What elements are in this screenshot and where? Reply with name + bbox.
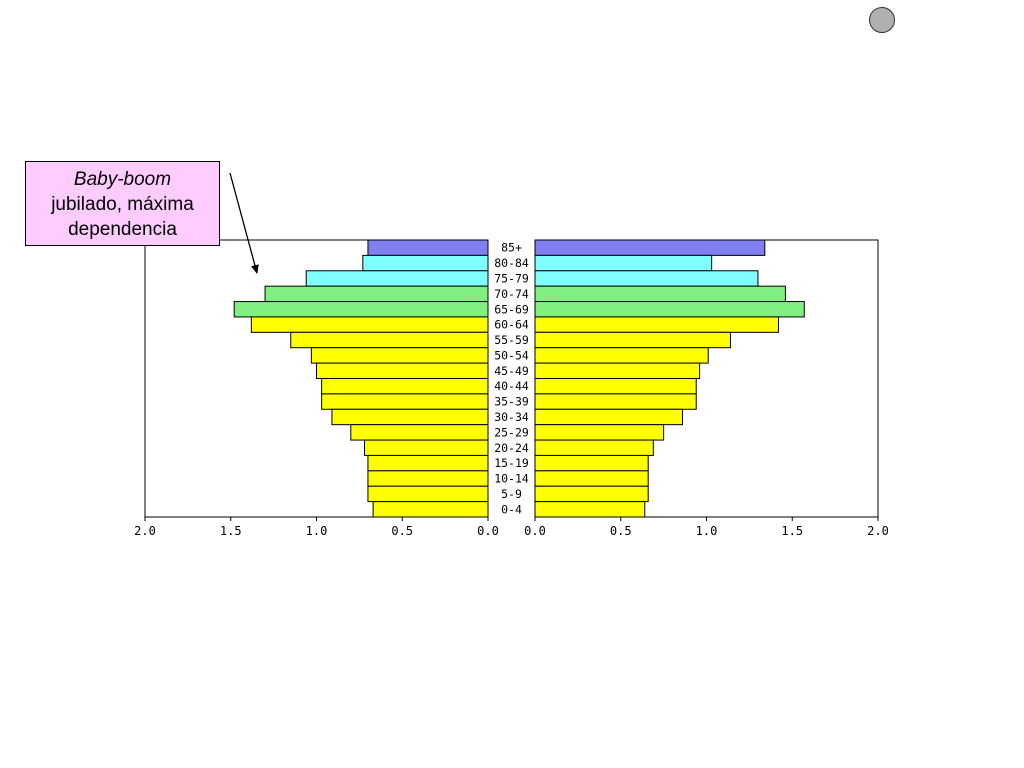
bar-left-55-59	[290, 331, 489, 349]
bar-right-5-9	[534, 485, 649, 503]
left-tick-label: 0.5	[391, 524, 413, 538]
right-tick-label: 0.0	[524, 524, 546, 538]
bar-right-70-74	[534, 285, 786, 303]
left-tick-label: 1.5	[220, 524, 242, 538]
age-label-25-29: 25-29	[494, 425, 529, 439]
age-label-55-59: 55-59	[494, 333, 529, 347]
bar-right-20-24	[534, 439, 654, 456]
age-label-60-64: 60-64	[494, 318, 529, 332]
callout-annotation: Baby-boom jubilado, máxima dependencia	[25, 161, 220, 246]
bar-left-5-9	[367, 485, 489, 503]
bar-left-10-14	[367, 470, 489, 487]
bar-left-40-44	[321, 378, 489, 395]
age-label-10-14: 10-14	[494, 472, 529, 486]
bar-right-50-54	[534, 347, 709, 364]
right-tick-label: 1.0	[696, 524, 718, 538]
left-tick-label: 0.0	[477, 524, 499, 538]
left-panel: 2.0 1.5 1.0 0.5 0.0	[134, 239, 499, 538]
bar-left-20-24	[364, 439, 489, 456]
bar-left-35-39	[321, 393, 489, 410]
age-label-0-4: 0-4	[501, 502, 522, 516]
bar-right-65-69	[534, 301, 805, 318]
bar-right-15-19	[534, 454, 649, 472]
left-tick-label: 2.0	[134, 524, 156, 538]
bar-right-45-49	[534, 362, 701, 379]
bar-right-30-34	[534, 408, 683, 426]
bar-left-75-79	[305, 270, 489, 287]
age-label-85+: 85+	[501, 241, 522, 255]
right-tick-label: 0.5	[610, 524, 632, 538]
bar-left-80-84	[362, 254, 489, 272]
right-tick-label: 2.0	[867, 524, 889, 538]
age-label-65-69: 65-69	[494, 302, 529, 316]
bar-right-40-44	[534, 378, 697, 395]
bar-right-35-39	[534, 393, 697, 410]
right-tick-label: 1.5	[781, 524, 803, 538]
bar-left-15-19	[367, 454, 489, 472]
bar-left-85+	[367, 239, 489, 256]
age-label-75-79: 75-79	[494, 271, 529, 285]
age-label-30-34: 30-34	[494, 410, 529, 424]
right-panel: 0.0 0.5 1.0 1.5 2.0	[524, 239, 889, 538]
bar-right-25-29	[534, 424, 665, 441]
left-tick-label: 1.0	[306, 524, 328, 538]
callout-line-2: jubilado, máxima	[51, 194, 194, 215]
bar-left-30-34	[331, 408, 489, 426]
age-label-45-49: 45-49	[494, 364, 529, 378]
bar-left-65-69	[233, 301, 489, 318]
age-label-70-74: 70-74	[494, 287, 529, 301]
callout-line-1: Baby-boom	[73, 169, 172, 190]
age-label-35-39: 35-39	[494, 395, 529, 409]
bar-right-85+	[534, 239, 766, 256]
bar-right-10-14	[534, 470, 649, 487]
age-label-20-24: 20-24	[494, 441, 529, 455]
bar-right-60-64	[534, 316, 780, 333]
bar-right-0-4	[534, 501, 646, 518]
age-label-5-9: 5-9	[501, 487, 522, 501]
callout-line-3: dependencia	[68, 219, 177, 240]
bar-right-55-59	[534, 331, 732, 349]
bar-left-0-4	[372, 501, 489, 518]
bar-right-80-84	[534, 254, 713, 272]
age-label-50-54: 50-54	[494, 348, 529, 362]
bar-left-60-64	[250, 316, 489, 333]
bar-left-45-49	[316, 362, 489, 379]
age-label-80-84: 80-84	[494, 256, 529, 270]
bar-right-75-79	[534, 270, 759, 287]
bar-left-25-29	[350, 424, 489, 441]
bar-left-70-74	[264, 285, 489, 303]
circle-icon[interactable]	[869, 7, 895, 33]
callout-arrow	[229, 172, 259, 274]
age-label-40-44: 40-44	[494, 379, 529, 393]
age-label-15-19: 15-19	[494, 456, 529, 470]
bar-left-50-54	[310, 347, 489, 364]
